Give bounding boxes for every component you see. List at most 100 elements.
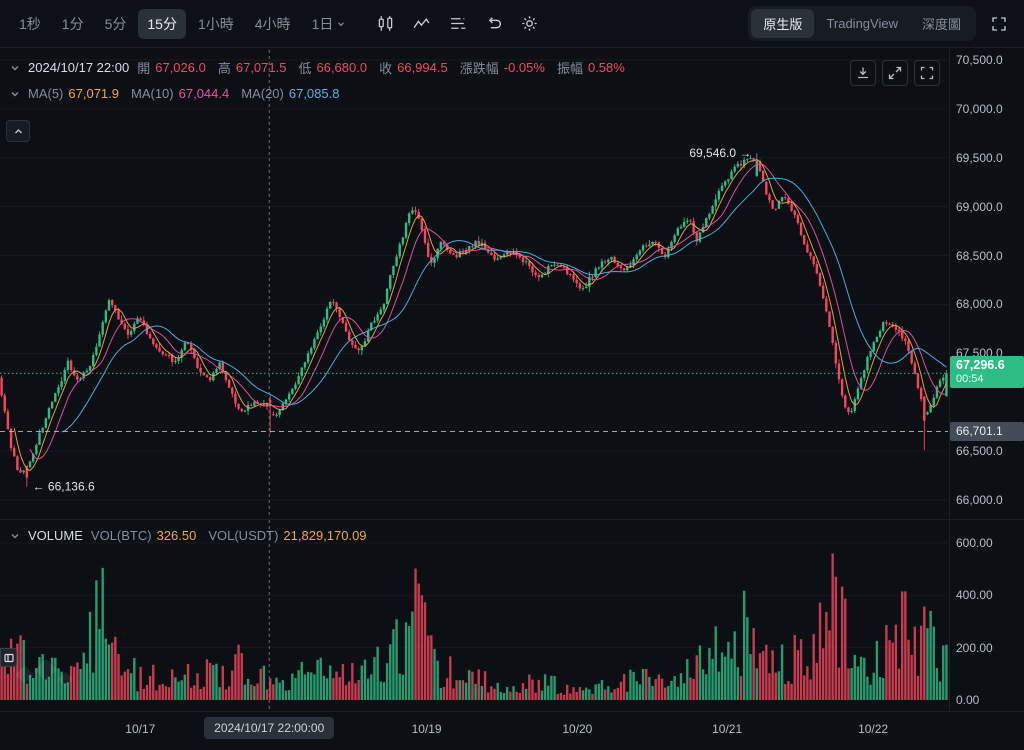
marked-price-badge: 66,701.1 [950,422,1024,442]
interval-label: 15分 [147,15,177,32]
volume-axis-label: 400.00 [956,588,993,603]
price-axis-label: 69,500.0 [956,150,1003,165]
date-axis-label: 10/19 [411,722,442,736]
volume-axis-label: 0.00 [956,693,980,707]
ohlc-field-value: 66,994.5 [397,60,448,75]
interval-button-15m[interactable]: 15分 [138,8,186,39]
chart-view-tabs: 原生版 TradingView 深度圖 [748,6,976,41]
ma-item-ma10: MA(10) 67,044.4 [131,86,229,101]
toolbar-right: 原生版 TradingView 深度圖 [748,6,1014,41]
ma-values: MA(5) 67,071.9 MA(10) 67,044.4 MA(20) 67,085.… [28,86,339,101]
ma5-line [13,158,947,471]
fullscreen-frame-icon[interactable] [914,60,940,86]
ohlc-field-change: 漲跌幅 -0.05% [460,58,545,77]
ohlc-field-low: 低 66,680.0 [298,58,367,77]
replay-icon[interactable] [478,9,508,39]
crosshair-timestamp-box: 2024/10/17 22:00:00 [204,717,335,739]
time-axis[interactable]: 10/17 10/19 10/20 10/21 10/22 2024/10/17 22:0… [0,712,1024,750]
volume-values: VOL(BTC) 326.50 VOL(USDT) 21,829,170.09 [91,528,367,543]
chevron-down-icon [338,21,345,26]
collapse-ohlc-chevron-icon[interactable] [10,63,20,73]
date-axis-label: 10/17 [125,722,156,736]
ohlc-field-close: 收 66,994.5 [379,58,448,77]
low-price-annotation: ← 66,136.6 [33,480,95,494]
volume-chart-canvas[interactable] [0,520,948,710]
ohlc-fields: 開 67,026.0 高 67,071.5 低 66,680.0 收 66,994.5 漲跌幅 -… [137,58,625,77]
ohlc-field-label: 漲跌幅 [459,61,499,76]
last-price-value: 67,296.6 [956,358,1005,373]
panel-collapse-button[interactable] [6,120,30,142]
interval-label: 1小時 [197,15,234,32]
ma-value: 67,044.4 [178,86,230,101]
interval-button-1h[interactable]: 1小時 [189,9,243,39]
ohlc-info-row: 2024/10/17 22:00 開 67,026.0 高 67,071.5 低 66,6… [10,58,625,77]
ohlc-field-value: -0.05% [503,60,545,75]
date-axis-label: 10/21 [712,722,743,736]
ma-label: MA(20) [241,86,284,101]
volume-field-value: 21,829,170.09 [283,528,367,543]
ma20-line [61,177,947,433]
interval-label: 5分 [104,15,127,32]
chart-tool-icons [370,9,544,39]
interval-button-4h[interactable]: 4小時 [246,9,300,39]
fullscreen-expand-icon[interactable] [984,9,1014,39]
interval-button-1s[interactable]: 1秒 [10,9,50,39]
interval-label: 1分 [61,15,84,32]
price-axis-label: 66,000.0 [956,493,1003,507]
indicator-list-icon[interactable] [442,9,472,39]
volume-axis-label: 200.00 [956,640,993,655]
price-axis-label: 68,000.0 [956,297,1003,312]
chart-toolbar: 1秒 1分 5分 15分 1小時 4小時 1日 原生版 TradingView 深度圖 [0,0,1024,48]
price-axis-label: 70,000.0 [956,101,1003,116]
ma-value: 67,071.9 [68,86,119,101]
interval-label: 1日 [311,15,334,32]
high-price-annotation: 69,546.0 → [689,146,751,160]
candlestick-chart-icon[interactable] [370,9,400,39]
last-price-badge: 67,296.6 00:54 [950,356,1024,389]
volume-title: VOLUME [28,528,83,543]
panel-restore-icon[interactable] [0,648,17,667]
view-tab-depth[interactable]: 深度圖 [910,9,973,38]
candlestick-chart-canvas[interactable]: 69,546.0 → ← 66,136.6 [0,50,948,518]
view-tab-native[interactable]: 原生版 [751,9,815,38]
volume-axis-label: 600.00 [956,536,993,550]
interval-selector: 1秒 1分 5分 15分 1小時 4小時 1日 [10,8,355,39]
collapse-ma-chevron-icon[interactable] [10,89,20,99]
ohlc-field-value: 67,026.0 [155,60,206,75]
volume-field-label: VOL(BTC) [90,528,152,543]
ma-item-ma20: MA(20) 67,085.8 [241,86,339,101]
ma-value: 67,085.8 [288,86,340,101]
ohlc-field-value: 66,680.0 [316,60,368,75]
price-axis-divider [949,48,950,712]
collapse-volume-chevron-icon[interactable] [10,531,20,541]
chart-action-buttons [850,60,940,86]
volume-field-label: VOL(USDT) [208,528,279,543]
selected-candle-timestamp: 2024/10/17 22:00 [28,60,130,75]
ohlc-field-high: 高 67,071.5 [218,58,287,77]
settings-gear-icon[interactable] [514,9,544,39]
ohlc-field-label: 開 [137,61,151,76]
ohlc-field-label: 振幅 [556,61,583,76]
ma-label: MA(5) [28,86,64,101]
interval-label: 4小時 [254,15,291,32]
axis-divider [0,711,1024,712]
indicators-icon[interactable] [406,9,436,39]
volume-header-row: VOLUME VOL(BTC) 326.50 VOL(USDT) 21,829,170… [10,528,367,543]
ohlc-field-amplitude: 振幅 0.58% [557,58,625,77]
toolbar-left: 1秒 1分 5分 15分 1小時 4小時 1日 [10,8,544,39]
interval-label: 1秒 [19,15,41,32]
ma10-line [29,163,947,460]
ohlc-field-value: 0.58% [587,60,625,75]
ohlc-field-label: 高 [217,61,231,76]
interval-button-1d[interactable]: 1日 [303,9,355,39]
candle-countdown-timer: 00:54 [956,373,984,386]
interval-button-5m[interactable]: 5分 [96,9,136,39]
download-chart-icon[interactable] [850,60,876,86]
maximize-chart-icon[interactable] [882,60,908,86]
view-tab-tradingview[interactable]: TradingView [814,11,910,36]
price-axis-label: 70,500.0 [956,53,1003,67]
pane-divider [0,519,1024,520]
interval-button-1m[interactable]: 1分 [53,9,93,39]
price-axis-label: 68,500.0 [956,248,1003,263]
ma-indicator-row: MA(5) 67,071.9 MA(10) 67,044.4 MA(20) 67,085.… [10,86,339,101]
